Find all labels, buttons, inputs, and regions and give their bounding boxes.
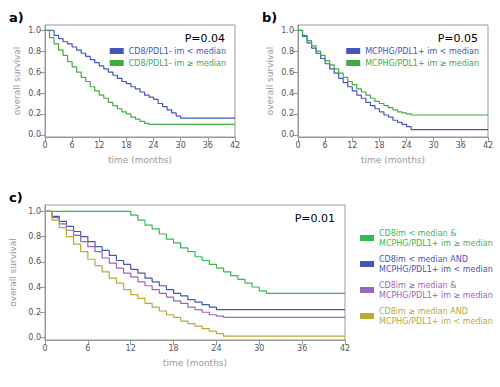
svg-text:0.4: 0.4 xyxy=(28,283,41,292)
svg-text:0.8: 0.8 xyxy=(28,232,41,241)
svg-text:0.6: 0.6 xyxy=(281,68,294,77)
svg-text:0.2: 0.2 xyxy=(28,109,41,118)
svg-text:36: 36 xyxy=(203,141,213,150)
svg-text:0.0: 0.0 xyxy=(281,130,294,139)
svg-text:12: 12 xyxy=(347,141,357,150)
svg-text:0.4: 0.4 xyxy=(281,89,294,98)
svg-text:0.2: 0.2 xyxy=(28,308,41,317)
svg-text:b): b) xyxy=(262,10,277,25)
svg-text:0: 0 xyxy=(295,141,300,150)
svg-text:MCPHG/PDL1+ im < median: MCPHG/PDL1+ im < median xyxy=(379,265,493,274)
svg-text:CD8im ≥ median AND: CD8im ≥ median AND xyxy=(379,307,468,316)
svg-text:MCPHG/PDL1+ im ≥ median: MCPHG/PDL1+ im ≥ median xyxy=(379,291,493,300)
svg-text:42: 42 xyxy=(230,141,240,150)
svg-text:6: 6 xyxy=(323,141,328,150)
svg-text:c): c) xyxy=(9,190,23,205)
svg-text:CD8im ≥ median &: CD8im ≥ median & xyxy=(379,281,456,290)
svg-text:P=0.01: P=0.01 xyxy=(295,212,335,225)
svg-text:24: 24 xyxy=(211,344,221,353)
svg-text:P=0.05: P=0.05 xyxy=(438,32,478,45)
svg-text:overall survival: overall survival xyxy=(8,238,18,307)
svg-text:36: 36 xyxy=(297,344,307,353)
svg-text:a): a) xyxy=(9,10,24,25)
svg-text:MCPHG/PDL1+ im ≥ median: MCPHG/PDL1+ im ≥ median xyxy=(379,239,493,248)
svg-text:time (months): time (months) xyxy=(163,358,227,368)
svg-text:MCPHG/PDL1+ im < median: MCPHG/PDL1+ im < median xyxy=(365,47,479,56)
svg-text:30: 30 xyxy=(429,141,439,150)
svg-text:30: 30 xyxy=(254,344,264,353)
svg-text:0.2: 0.2 xyxy=(281,109,294,118)
svg-text:overall survival: overall survival xyxy=(12,47,22,116)
svg-text:CD8im < median AND: CD8im < median AND xyxy=(379,255,468,264)
svg-text:42: 42 xyxy=(483,141,493,150)
svg-text:MCPHG/PDL1+ im ≥ median: MCPHG/PDL1+ im ≥ median xyxy=(365,59,479,68)
svg-text:MCPHG/PDL1+ im < median: MCPHG/PDL1+ im < median xyxy=(379,317,493,326)
svg-text:1.0: 1.0 xyxy=(281,26,294,35)
svg-text:36: 36 xyxy=(456,141,466,150)
svg-text:0.4: 0.4 xyxy=(28,89,41,98)
svg-text:0.0: 0.0 xyxy=(28,130,41,139)
svg-text:P=0.04: P=0.04 xyxy=(185,32,225,45)
svg-text:42: 42 xyxy=(340,344,350,353)
svg-text:time (months): time (months) xyxy=(108,155,172,165)
svg-text:CD8im < median &: CD8im < median & xyxy=(379,229,456,238)
svg-text:0.6: 0.6 xyxy=(28,68,41,77)
svg-text:time (months): time (months) xyxy=(361,155,425,165)
svg-text:0.8: 0.8 xyxy=(281,47,294,56)
svg-text:0: 0 xyxy=(42,141,47,150)
svg-text:30: 30 xyxy=(176,141,186,150)
svg-text:0: 0 xyxy=(42,344,47,353)
svg-text:0.8: 0.8 xyxy=(28,47,41,56)
svg-text:24: 24 xyxy=(401,141,411,150)
svg-text:1.0: 1.0 xyxy=(28,26,41,35)
svg-text:6: 6 xyxy=(85,344,90,353)
svg-text:CD8/PDL1- im < median: CD8/PDL1- im < median xyxy=(129,47,226,56)
svg-text:6: 6 xyxy=(70,141,75,150)
svg-text:18: 18 xyxy=(374,141,384,150)
svg-text:0.6: 0.6 xyxy=(28,257,41,266)
svg-text:overall survival: overall survival xyxy=(265,47,275,116)
svg-text:CD8/PDL1- im ≥ median: CD8/PDL1- im ≥ median xyxy=(129,59,226,68)
svg-text:18: 18 xyxy=(168,344,178,353)
svg-text:18: 18 xyxy=(121,141,131,150)
svg-text:12: 12 xyxy=(94,141,104,150)
svg-text:12: 12 xyxy=(126,344,136,353)
svg-text:1.0: 1.0 xyxy=(28,207,41,216)
svg-text:0.0: 0.0 xyxy=(28,333,41,342)
svg-text:24: 24 xyxy=(148,141,158,150)
